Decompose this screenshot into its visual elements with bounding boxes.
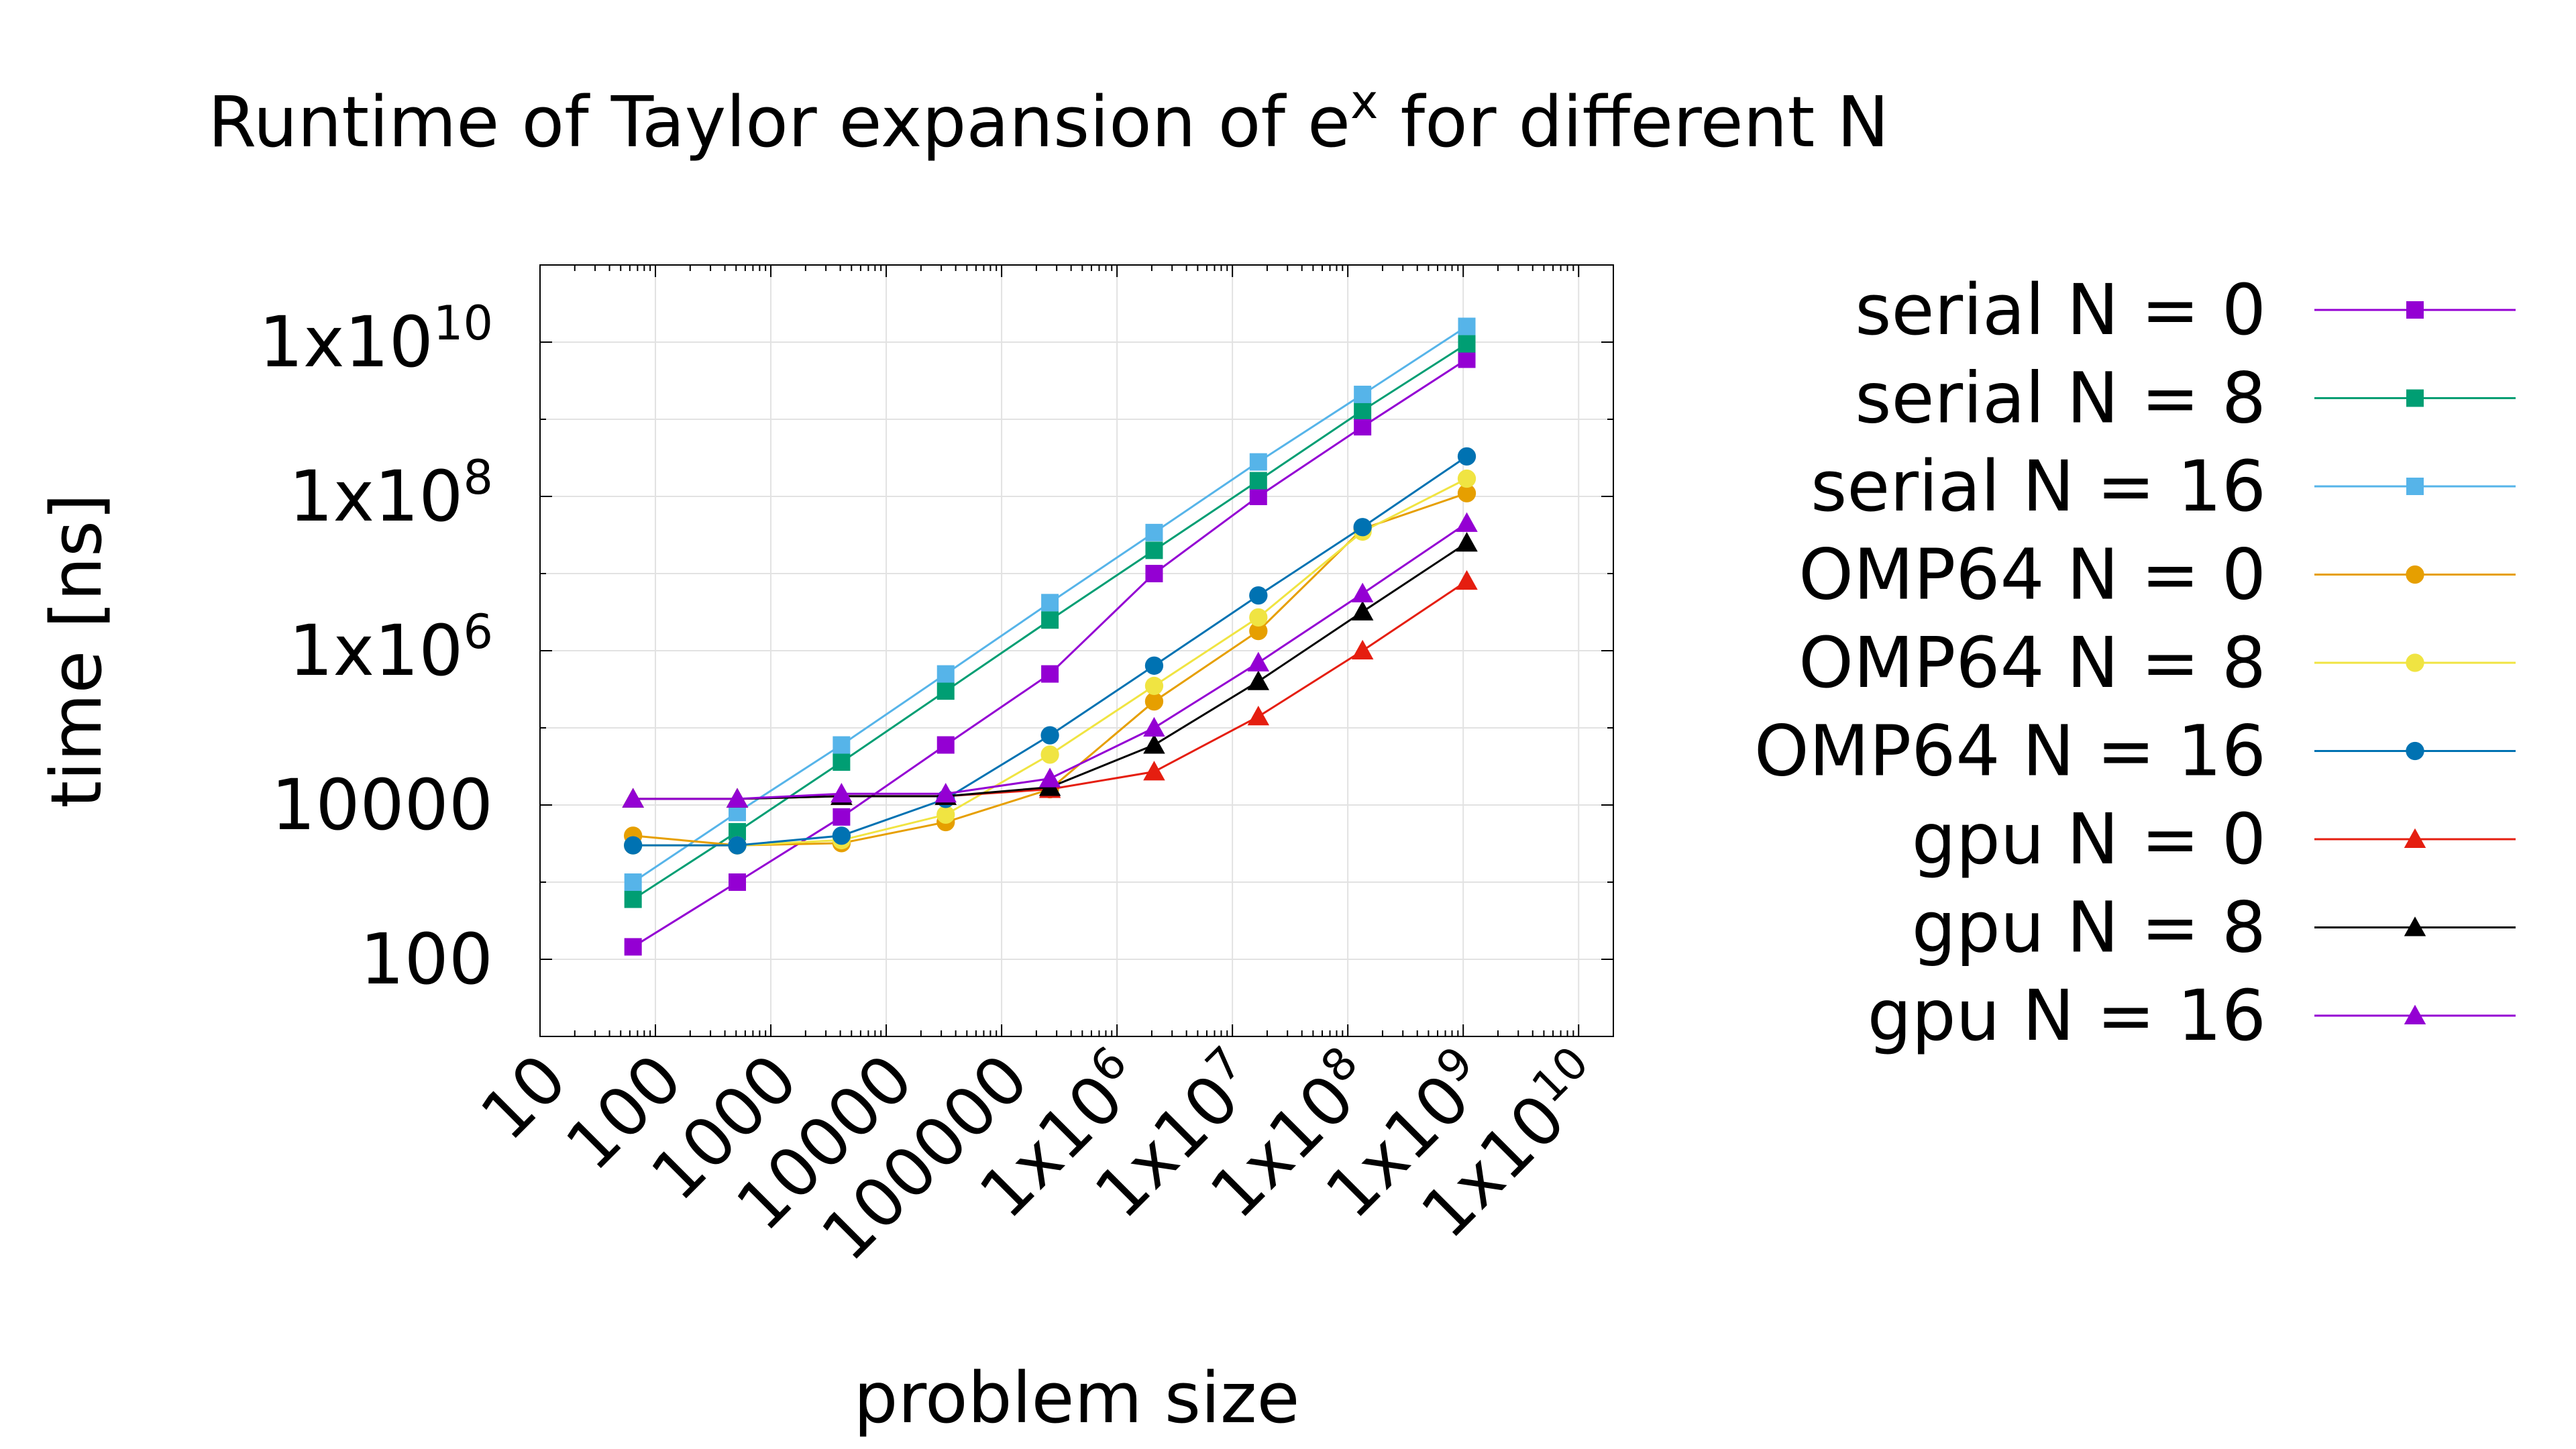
legend-label: gpu N = 8	[1912, 887, 2266, 969]
legend-label: serial N = 0	[1855, 269, 2266, 351]
axis-ticks	[539, 264, 1614, 1037]
data-point	[1456, 531, 1478, 552]
data-point	[833, 736, 851, 754]
data-point	[936, 805, 955, 824]
data-point	[1354, 401, 1372, 419]
legend-marker	[2406, 301, 2424, 319]
data-point	[1143, 734, 1165, 754]
data-point	[1457, 469, 1477, 488]
legend-label: OMP64 N = 8	[1799, 622, 2266, 704]
data-point	[1040, 726, 1059, 745]
legend-marker	[2406, 565, 2424, 584]
data-point	[726, 788, 749, 808]
series-serialn16	[624, 317, 1476, 891]
data-point	[1247, 670, 1270, 690]
chart-title: Runtime of Taylor expansion of ex for di…	[208, 74, 1889, 163]
data-point	[1040, 745, 1059, 764]
chart-title-end: for different N	[1378, 81, 1889, 163]
data-point	[1249, 621, 1268, 641]
legend-label: gpu N = 16	[1868, 975, 2266, 1057]
legend-label: gpu N = 0	[1912, 798, 2266, 880]
chart-title-main: Runtime of Taylor expansion of e	[208, 81, 1350, 163]
legend-label: OMP64 N = 0	[1799, 534, 2266, 616]
data-point	[1144, 676, 1164, 696]
data-point	[624, 873, 642, 891]
data-point	[1247, 651, 1270, 672]
data-point	[1143, 761, 1165, 781]
legend-label: serial N = 16	[1811, 445, 2266, 527]
y-tick-label: 10000	[271, 764, 493, 846]
x-axis-label: problem size	[853, 1357, 1299, 1439]
data-point	[833, 753, 851, 771]
legend-label: OMP64 N = 16	[1754, 710, 2266, 792]
data-point	[1247, 705, 1270, 726]
data-point	[624, 938, 642, 956]
y-tick-label: 1x108	[288, 450, 493, 537]
legend-marker	[2404, 828, 2426, 848]
data-point	[1457, 447, 1477, 466]
chart-title-superscript: x	[1350, 74, 1378, 129]
data-point	[1351, 639, 1374, 659]
data-point	[1144, 656, 1164, 675]
data-point	[1351, 582, 1374, 602]
y-tick-label: 1x106	[288, 604, 493, 692]
data-point	[1041, 611, 1059, 629]
legend-marker	[2406, 741, 2424, 761]
data-point	[1249, 472, 1267, 490]
data-point	[1354, 385, 1372, 403]
data-point	[1458, 335, 1476, 353]
data-point	[1145, 541, 1163, 559]
legend-marker	[2406, 653, 2424, 672]
data-point	[1456, 512, 1478, 532]
data-point	[1249, 453, 1267, 471]
data-point	[1145, 523, 1163, 541]
data-point	[1249, 488, 1267, 505]
legend-marker	[2404, 916, 2426, 936]
data-point	[622, 788, 644, 808]
data-point	[832, 826, 851, 845]
data-point	[624, 836, 643, 855]
data-point	[1144, 692, 1164, 711]
data-point	[936, 736, 955, 754]
series-gpun16	[622, 512, 1478, 808]
y-tick-label: 1x1010	[259, 296, 493, 383]
data-point	[934, 782, 957, 803]
data-point	[1457, 484, 1477, 502]
data-point	[1458, 350, 1476, 368]
data-point	[1145, 565, 1163, 582]
data-point	[729, 873, 747, 891]
data-point	[1353, 518, 1372, 537]
y-axis-label: time [ns]	[36, 493, 117, 808]
data-point	[1038, 767, 1061, 788]
data-point	[1041, 594, 1059, 612]
data-point	[1249, 586, 1268, 605]
series-serialn8	[624, 335, 1476, 908]
data-point	[936, 682, 955, 700]
data-point	[936, 665, 955, 683]
data-point	[1143, 716, 1165, 737]
legend-marker	[2404, 1004, 2426, 1024]
data-point	[728, 836, 747, 855]
data-point	[1351, 600, 1374, 621]
data-point	[1456, 570, 1478, 590]
data-point	[1249, 608, 1268, 627]
legend-marker	[2406, 478, 2424, 495]
y-tick-label: 100	[360, 918, 493, 1000]
data-point	[1041, 665, 1059, 683]
data-series	[622, 317, 1478, 956]
data-point	[1458, 317, 1476, 335]
y-tick-labels: 100 10000 1x106 1x108 1x1010	[259, 296, 493, 1000]
data-point	[833, 808, 851, 826]
series-serialn0	[624, 350, 1476, 956]
data-point	[1354, 418, 1372, 436]
data-point	[624, 890, 642, 908]
data-point	[830, 782, 853, 803]
legend-label: serial N = 8	[1855, 358, 2266, 439]
legend-marker	[2406, 389, 2424, 407]
